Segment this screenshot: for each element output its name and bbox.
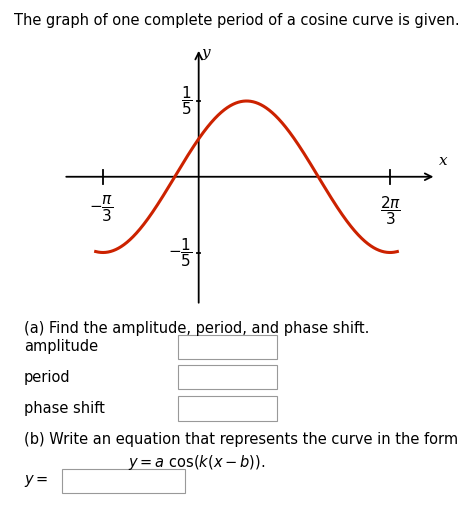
Text: The graph of one complete period of a cosine curve is given.: The graph of one complete period of a co… xyxy=(14,13,460,28)
Text: y: y xyxy=(201,46,210,60)
Text: $y = a$ $\cos(k(x - b)).$: $y = a$ $\cos(k(x - b)).$ xyxy=(128,453,265,473)
Text: x: x xyxy=(439,154,447,168)
Text: (a) Find the amplitude, period, and phase shift.: (a) Find the amplitude, period, and phas… xyxy=(24,321,369,336)
Text: period: period xyxy=(24,370,70,385)
Text: phase shift: phase shift xyxy=(24,401,105,416)
Text: $y =$: $y =$ xyxy=(24,473,48,489)
Text: $-\dfrac{\pi}{3}$: $-\dfrac{\pi}{3}$ xyxy=(89,194,113,224)
Text: $\dfrac{2\pi}{3}$: $\dfrac{2\pi}{3}$ xyxy=(380,194,401,227)
Text: $\dfrac{1}{5}$: $\dfrac{1}{5}$ xyxy=(181,85,192,117)
Text: $-\dfrac{1}{5}$: $-\dfrac{1}{5}$ xyxy=(168,236,192,269)
Text: amplitude: amplitude xyxy=(24,339,98,355)
Text: (b) Write an equation that represents the curve in the form: (b) Write an equation that represents th… xyxy=(24,432,458,447)
